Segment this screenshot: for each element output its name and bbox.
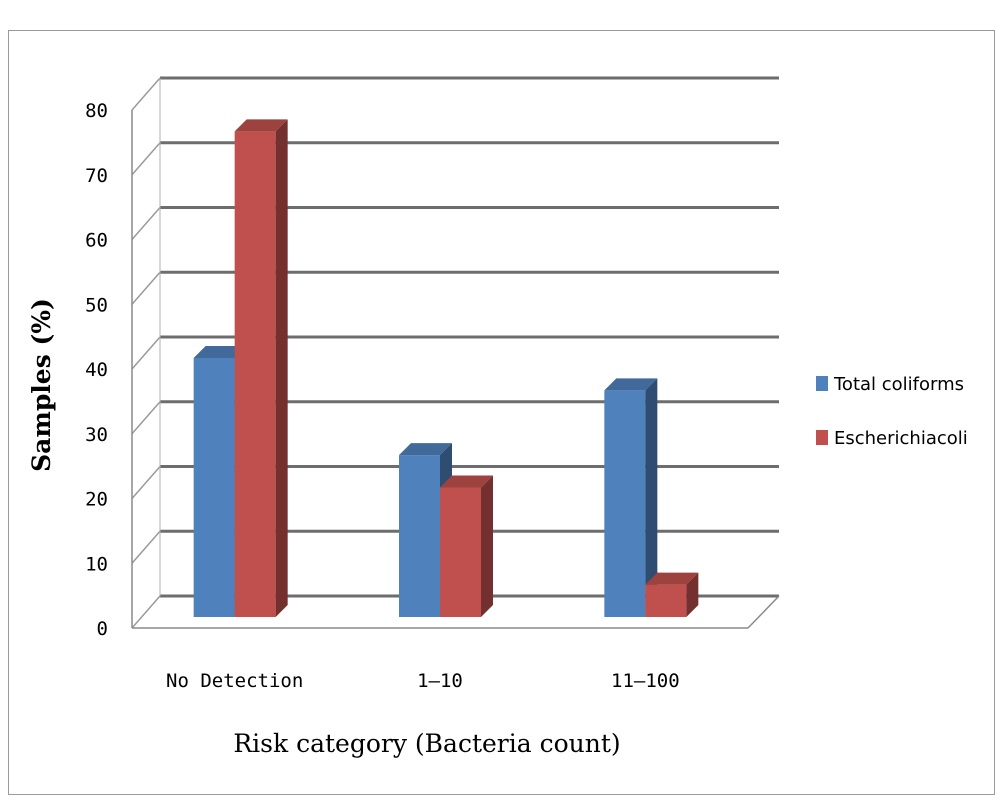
x-tick-label: No Detection [166,670,303,692]
chart-frame [8,30,995,795]
y-tick-label: 40 [85,359,108,381]
y-tick-label: 50 [85,294,108,316]
y-tick-label: 20 [85,489,108,511]
x-tick-label: 1–10 [417,670,463,692]
bar-front [604,390,646,617]
y-tick-label: 60 [85,230,108,252]
gridline-depth [131,595,161,629]
legend: Total coliforms Escherichiacoli [816,374,968,449]
y-tick-label: 0 [97,618,108,640]
bar-side [686,572,699,617]
bar-top [193,346,247,358]
gridline-depth [131,530,161,564]
bar-top [604,378,658,391]
bar [604,378,658,617]
bar-side [481,475,493,617]
gridline-depth [131,77,161,111]
legend-label: Escherichiacoli [834,428,968,449]
y-tick-label: 30 [85,424,108,446]
floor-edge [747,595,780,629]
x-axis-title: Risk category (Bacteria count) [233,729,620,758]
y-tick-label: 10 [85,553,108,575]
bar-side [645,378,658,617]
bar [234,119,288,617]
bar-top [234,119,288,132]
gridline-depth [131,271,161,305]
bar-front [193,358,235,617]
bar-top [440,475,493,488]
x-tick-label: 11–100 [611,670,680,692]
y-axis-title: Samples (%) [27,298,56,472]
gridline-depth [131,336,161,370]
bar-top [399,443,452,456]
legend-swatch [816,430,828,445]
bar-front [234,131,276,617]
y-tick-label: 70 [85,165,108,187]
gridline-depth [131,401,161,435]
legend-swatch [816,376,828,391]
bar-front [440,487,481,617]
y-tick-labels: 0 10 20 30 40 50 60 70 80 [85,100,108,640]
gridline-depth [131,207,161,240]
y-tick-label: 80 [85,100,108,122]
bar [645,572,699,617]
bars [193,119,699,617]
axes [131,78,780,629]
gridline-depth [131,142,161,176]
bar-side [275,119,288,617]
bar [440,475,493,617]
bar-front [399,455,440,617]
gridline-depth [131,466,161,499]
bar-top [645,572,699,585]
x-tick-labels: No Detection 1–10 11–100 [166,670,680,692]
bar-front [645,584,687,617]
legend-label: Total coliforms [833,374,964,395]
